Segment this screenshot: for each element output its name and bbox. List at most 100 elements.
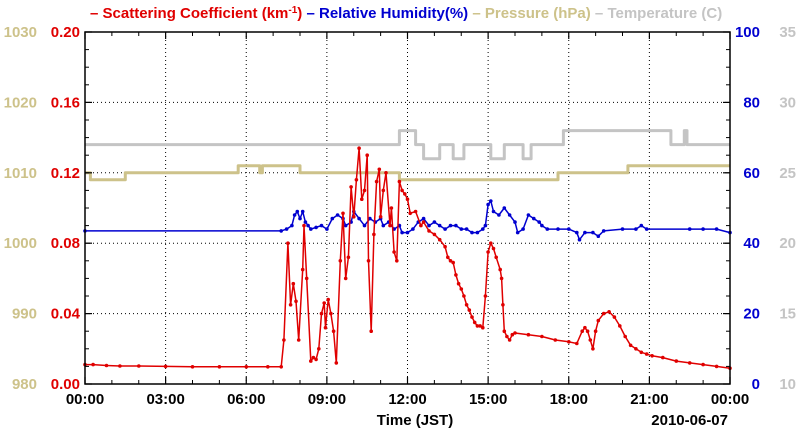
data-point-scattering-coefficient-km-1 — [343, 276, 348, 281]
x-axis-label: Time (JST) — [377, 412, 453, 429]
data-point-relative-humidity — [448, 223, 453, 228]
y-tick-label-temperature: 30 — [779, 94, 796, 111]
data-point-scattering-coefficient-km-1 — [596, 318, 601, 323]
y-tick-label-scattering: 0.04 — [51, 306, 81, 323]
data-point-scattering-coefficient-km-1 — [244, 365, 249, 369]
data-point-scattering-coefficient-km-1 — [470, 315, 474, 319]
data-point-relative-humidity — [556, 227, 560, 231]
data-point-relative-humidity — [300, 209, 305, 214]
data-point-scattering-coefficient-km-1 — [405, 197, 410, 201]
data-point-relative-humidity — [298, 216, 302, 221]
data-point-relative-humidity — [515, 230, 520, 235]
data-point-scattering-coefficient-km-1 — [661, 355, 665, 360]
data-point-scattering-coefficient-km-1 — [478, 324, 482, 328]
data-point-scattering-coefficient-km-1 — [349, 185, 353, 189]
data-point-relative-humidity — [309, 227, 313, 231]
data-point-scattering-coefficient-km-1 — [623, 334, 627, 339]
data-point-scattering-coefficient-km-1 — [540, 334, 544, 339]
data-point-relative-humidity — [314, 225, 318, 230]
data-point-relative-humidity — [330, 216, 335, 221]
data-point-scattering-coefficient-km-1 — [294, 299, 298, 304]
data-point-scattering-coefficient-km-1 — [634, 347, 638, 351]
data-point-relative-humidity — [411, 227, 415, 231]
data-point-scattering-coefficient-km-1 — [583, 325, 587, 330]
y-tick-label-humidity: 100 — [735, 24, 760, 41]
x-tick-label: 21:00 — [630, 391, 668, 408]
data-point-scattering-coefficient-km-1 — [91, 362, 95, 367]
data-point-relative-humidity — [459, 227, 464, 231]
data-point-scattering-coefficient-km-1 — [296, 338, 301, 342]
series-line-temperature-c — [85, 129, 730, 161]
data-point-relative-humidity — [325, 227, 329, 231]
data-point-scattering-coefficient-km-1 — [362, 188, 367, 193]
data-point-scattering-coefficient-km-1 — [137, 364, 141, 368]
data-point-relative-humidity — [290, 223, 294, 228]
data-point-scattering-coefficient-km-1 — [389, 206, 394, 210]
data-point-scattering-coefficient-km-1 — [674, 359, 679, 363]
data-point-scattering-coefficient-km-1 — [317, 347, 321, 351]
data-point-scattering-coefficient-km-1 — [526, 332, 531, 337]
data-point-scattering-coefficient-km-1 — [319, 311, 324, 316]
data-point-relative-humidity — [489, 199, 493, 203]
data-point-scattering-coefficient-km-1 — [302, 223, 306, 228]
data-point-relative-humidity — [526, 213, 531, 217]
data-point-scattering-coefficient-km-1 — [486, 250, 490, 254]
x-tick-label: 12:00 — [388, 391, 426, 408]
data-point-relative-humidity — [537, 220, 541, 224]
y-tick-label-pressure: 990 — [12, 306, 37, 323]
data-point-relative-humidity — [362, 223, 367, 228]
data-point-scattering-coefficient-km-1 — [217, 365, 222, 369]
data-point-scattering-coefficient-km-1 — [419, 223, 423, 228]
data-point-relative-humidity — [381, 223, 386, 228]
legend-pressure-dash: – — [468, 5, 485, 22]
data-point-scattering-coefficient-km-1 — [314, 357, 318, 362]
data-point-scattering-coefficient-km-1 — [304, 276, 309, 281]
data-point-relative-humidity — [521, 227, 525, 231]
data-point-scattering-coefficient-km-1 — [585, 329, 590, 334]
data-point-relative-humidity — [497, 213, 501, 217]
data-point-scattering-coefficient-km-1 — [300, 267, 305, 272]
y-tick-label-humidity: 0 — [752, 376, 760, 393]
data-point-scattering-coefficient-km-1 — [397, 179, 402, 184]
y-tick-label-pressure: 980 — [12, 376, 37, 393]
data-point-scattering-coefficient-km-1 — [456, 281, 461, 286]
data-point-scattering-coefficient-km-1 — [513, 331, 517, 335]
series-line-relative-humidity — [85, 200, 731, 241]
data-point-scattering-coefficient-km-1 — [309, 359, 313, 363]
y-tick-label-temperature: 20 — [779, 235, 796, 252]
legend-humidity: Relative Humidity(%) — [319, 5, 468, 22]
data-point-scattering-coefficient-km-1 — [489, 241, 493, 245]
data-point-scattering-coefficient-km-1 — [378, 215, 383, 219]
data-point-scattering-coefficient-km-1 — [459, 287, 464, 291]
data-point-scattering-coefficient-km-1 — [593, 329, 598, 334]
data-point-scattering-coefficient-km-1 — [392, 250, 396, 254]
data-point-relative-humidity — [343, 223, 348, 228]
data-point-scattering-coefficient-km-1 — [607, 310, 611, 314]
y-tick-label-scattering: 0.16 — [51, 94, 80, 111]
y-tick-label-pressure: 1020 — [4, 94, 37, 111]
data-point-scattering-coefficient-km-1 — [421, 220, 426, 224]
data-point-scattering-coefficient-km-1 — [311, 355, 316, 360]
data-point-scattering-coefficient-km-1 — [104, 363, 109, 368]
data-point-scattering-coefficient-km-1 — [618, 324, 622, 328]
data-point-relative-humidity — [470, 230, 474, 235]
data-point-scattering-coefficient-km-1 — [395, 259, 399, 263]
data-point-scattering-coefficient-km-1 — [354, 178, 359, 182]
data-point-relative-humidity — [634, 227, 638, 231]
data-point-relative-humidity — [464, 227, 469, 231]
data-point-relative-humidity — [357, 216, 361, 221]
data-point-scattering-coefficient-km-1 — [286, 241, 290, 245]
ticks — [84, 31, 731, 385]
data-point-relative-humidity — [303, 220, 308, 224]
data-point-scattering-coefficient-km-1 — [464, 303, 469, 307]
y-tick-label-pressure: 1010 — [4, 165, 37, 182]
data-point-scattering-coefficient-km-1 — [163, 364, 168, 369]
data-point-relative-humidity — [714, 227, 719, 231]
data-point-scattering-coefficient-km-1 — [628, 343, 633, 348]
data-point-scattering-coefficient-km-1 — [650, 354, 654, 358]
data-point-scattering-coefficient-km-1 — [644, 352, 649, 356]
data-point-scattering-coefficient-km-1 — [190, 365, 195, 369]
data-point-scattering-coefficient-km-1 — [291, 281, 296, 286]
data-point-scattering-coefficient-km-1 — [326, 297, 331, 302]
